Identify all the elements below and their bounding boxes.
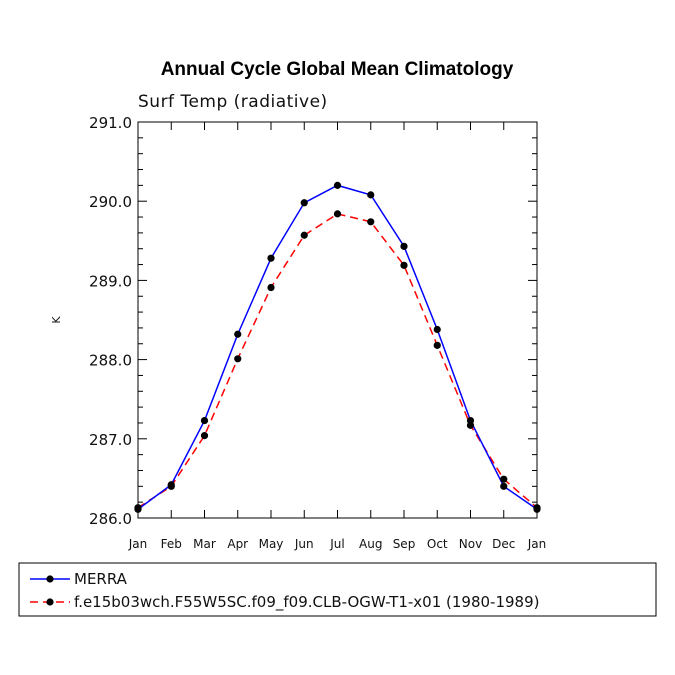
y-tick-label: 287.0	[89, 431, 132, 449]
legend: MERRA f.e15b03wch.F55W5SC.f09_f09.CLB-OGW…	[18, 562, 657, 617]
series-1-point	[433, 341, 441, 349]
series-line-1	[137, 213, 538, 509]
series-0-point	[500, 482, 508, 490]
series-1-point	[134, 504, 142, 512]
series-layer	[134, 181, 541, 513]
y-tick-label: 288.0	[89, 352, 132, 370]
x-tick-label: Jan	[527, 537, 547, 551]
plot-frame	[137, 121, 538, 519]
series-1-point	[267, 283, 275, 292]
legend-marker-1	[46, 598, 54, 606]
series-1-point	[367, 218, 375, 226]
series-1-point	[533, 504, 541, 512]
series-1-point	[200, 432, 209, 440]
x-tick-label: May	[259, 537, 284, 551]
series-0-point	[267, 254, 275, 262]
series-1-point	[300, 231, 308, 239]
x-tick-label: Mar	[193, 537, 216, 551]
series-1-point	[167, 482, 175, 490]
x-tick-label: Sep	[393, 537, 416, 551]
x-tick-label: Dec	[492, 537, 515, 551]
legend-marker-0	[46, 575, 54, 583]
series-line-0	[137, 184, 538, 510]
series-0-point	[400, 242, 408, 250]
x-tick-label: Aug	[359, 537, 382, 551]
x-tick-label: Jul	[329, 537, 344, 551]
series-1-point	[500, 475, 508, 483]
series-0-point	[333, 181, 342, 189]
series-0-point	[433, 325, 441, 334]
x-tick-label: Nov	[459, 537, 482, 551]
x-tick-label: Oct	[427, 537, 448, 551]
x-tick-label: Jun	[294, 537, 314, 551]
series-0-point	[234, 330, 242, 338]
y-axis-ticks: 286.0 287.0 288.0 289.0 290.0 291.0	[89, 114, 537, 528]
y-axis-label: K	[50, 316, 63, 324]
series-0-point	[200, 416, 209, 425]
series-1-point	[333, 210, 342, 218]
legend-label-0: MERRA	[74, 570, 128, 588]
chart-title: Annual Cycle Global Mean Climatology	[161, 59, 514, 80]
legend-label-1: f.e15b03wch.F55W5SC.f09_f09.CLB-OGW-T1-x…	[74, 593, 539, 612]
x-axis-ticks: Jan Feb Mar Apr May Jun Jul Aug Sep Oct Nov Dec Jan	[128, 122, 547, 551]
series-1-point	[400, 261, 408, 269]
x-tick-label: Apr	[227, 537, 248, 551]
x-tick-label: Jan	[128, 537, 148, 551]
chart-subtitle: Surf Temp (radiative)	[138, 92, 328, 112]
y-tick-label: 289.0	[89, 272, 132, 290]
series-0-point	[367, 191, 375, 199]
y-tick-label: 290.0	[89, 193, 132, 211]
series-1-point	[466, 421, 475, 429]
series-1-point	[234, 355, 242, 363]
legend-box	[18, 562, 657, 617]
series-0-point	[300, 199, 308, 207]
y-tick-label: 286.0	[89, 510, 132, 528]
y-tick-label: 291.0	[89, 114, 132, 132]
x-tick-label: Feb	[161, 537, 182, 551]
